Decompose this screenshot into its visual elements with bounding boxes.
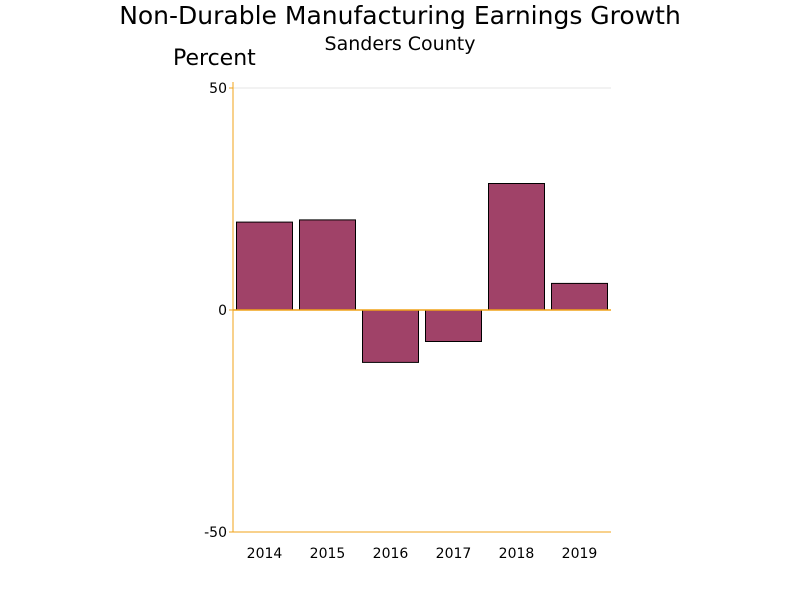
bar-2018 [488, 183, 545, 311]
bars-layer [236, 183, 608, 363]
y-tick-label: -50 [204, 525, 227, 541]
x-tick-label: 2015 [310, 546, 346, 562]
y-tick-label: 50 [209, 81, 227, 97]
x-tick-labels: 2014 2015 2016 2017 2018 2019 [247, 546, 598, 562]
bar-2015 [299, 219, 356, 311]
x-tick-label: 2017 [436, 546, 472, 562]
x-tick-label: 2016 [373, 546, 409, 562]
chart-subtitle: Sanders County [324, 33, 476, 55]
y-axis-label: Percent [173, 46, 256, 71]
y-tick-labels: 50 0 -50 [204, 81, 227, 541]
chart-title: Non-Durable Manufacturing Earnings Growt… [119, 1, 681, 30]
x-tick-label: 2018 [499, 546, 535, 562]
bar-2014 [236, 221, 293, 311]
bar-2017 [425, 309, 482, 342]
x-tick-label: 2019 [562, 546, 598, 562]
bar-2016 [362, 309, 419, 363]
y-tick-label: 0 [218, 303, 227, 319]
axis-layer [229, 82, 611, 533]
x-tick-label: 2014 [247, 546, 283, 562]
bar-2019 [551, 282, 608, 311]
